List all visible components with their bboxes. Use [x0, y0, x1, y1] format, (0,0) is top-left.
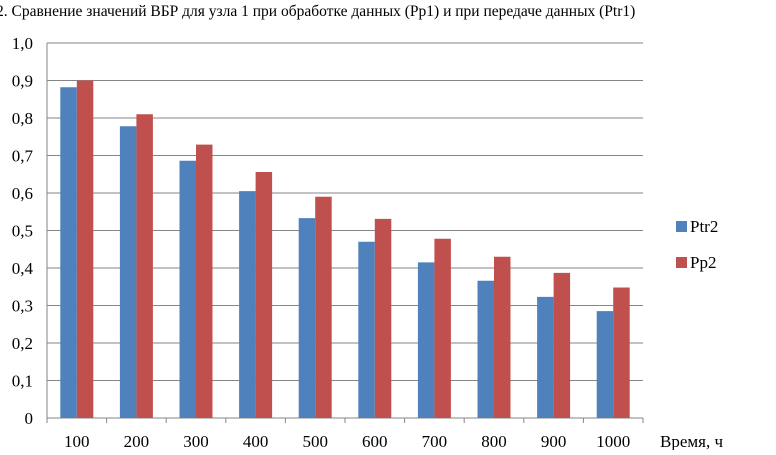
y-tick-labels: 0 0,1 0,2 0,3 0,4 0,5 0,6 0,7 0,8 0,9 1,0 [12, 34, 34, 428]
y-tick-label: 1,0 [12, 34, 33, 53]
y-tick-label: 0,7 [12, 147, 34, 166]
bar-ptr2-600 [358, 241, 375, 418]
bar-pp2-400 [255, 172, 273, 418]
x-tick-label: 800 [481, 432, 507, 450]
chart-title: 2. Сравнение значений ВБР для узла 1 при… [0, 3, 635, 20]
bars [60, 80, 630, 418]
x-tick-label: 500 [302, 432, 328, 450]
y-tick-label: 0 [25, 409, 34, 428]
x-tick-label: 300 [183, 432, 209, 450]
x-tick-label: 600 [362, 432, 388, 450]
bar-ptr2-300 [179, 160, 196, 418]
bar-ptr2-700 [417, 262, 435, 418]
bar-ptr2-900 [537, 296, 554, 418]
x-tick-label: 700 [422, 432, 448, 450]
bar-pp2-100 [76, 80, 94, 418]
bar-pp2-200 [136, 114, 153, 418]
bar-pp2-1000 [613, 287, 630, 418]
bar-pp2-800 [494, 256, 511, 418]
y-tick-label: 0,9 [12, 72, 33, 91]
y-tick-label: 0,8 [12, 109, 33, 128]
legend-swatch-ptr2 [676, 221, 687, 232]
x-tick-label: 200 [124, 432, 150, 450]
y-tick-label: 0,2 [12, 334, 33, 353]
x-axis-label: Время, ч [660, 432, 723, 450]
bar-ptr2-200 [119, 126, 137, 418]
bar-ptr2-500 [298, 218, 316, 418]
y-tick-label: 0,1 [12, 372, 33, 391]
x-tick-label: 900 [541, 432, 567, 450]
bar-pp2-700 [434, 238, 451, 418]
bar-ptr2-800 [477, 280, 494, 418]
legend-label-pp2: Pp2 [690, 253, 716, 272]
bar-ptr2-100 [60, 87, 77, 418]
bar-ptr2-1000 [596, 311, 614, 418]
y-tick-label: 0,3 [12, 297, 33, 316]
bar-pp2-600 [374, 218, 392, 418]
bar-pp2-500 [315, 196, 332, 418]
x-tick-label: 400 [243, 432, 269, 450]
y-tick-label: 0,5 [12, 222, 33, 241]
x-tick-label: 100 [64, 432, 90, 450]
legend: Ptr2 Pp2 [676, 217, 718, 272]
y-tick-label: 0,6 [12, 184, 33, 203]
legend-label-ptr2: Ptr2 [690, 217, 718, 236]
bar-pp2-900 [553, 272, 571, 418]
x-tick-labels: 100 200 300 400 500 600 700 800 900 1000 [64, 432, 630, 451]
bar-ptr2-400 [239, 191, 256, 418]
bar-pp2-300 [196, 144, 213, 418]
y-tick-label: 0,4 [12, 259, 34, 278]
legend-swatch-pp2 [676, 257, 687, 268]
x-tick-label: 1000 [596, 432, 630, 450]
